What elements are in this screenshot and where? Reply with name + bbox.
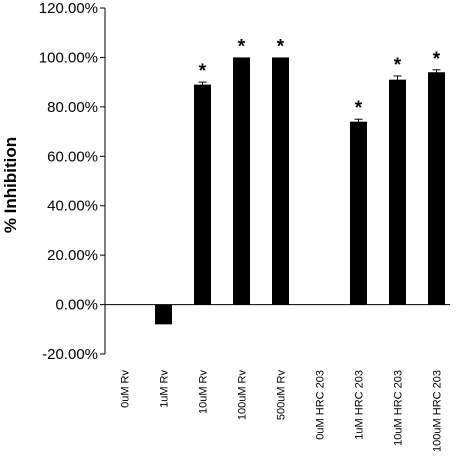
- x-category-label: 100uM HRC 203: [432, 370, 444, 452]
- y-tick-label: 80.00%: [47, 99, 98, 116]
- bar: [233, 57, 250, 305]
- x-category-label: 1uM HRC 203: [354, 370, 366, 440]
- bar: [428, 72, 445, 305]
- y-tick-label: 20.00%: [47, 247, 98, 264]
- error-bars: [198, 69, 441, 125]
- significance-star: *: [433, 49, 441, 70]
- bar: [194, 84, 211, 305]
- bar: [389, 79, 406, 305]
- y-tick-label: 60.00%: [47, 148, 98, 165]
- significance-star: *: [394, 55, 402, 76]
- x-axis-labels: 0uM Rv 1uM Rv 10uM Rv 100uM Rv 500uM Rv 0uM H…: [120, 370, 444, 452]
- y-tick-label: 0.00%: [55, 297, 98, 314]
- significance-markers: * * * * * *: [199, 36, 441, 119]
- significance-star: *: [238, 36, 246, 57]
- x-category-label: 500uM Rv: [276, 370, 288, 421]
- y-tick-label: 120.00%: [39, 0, 98, 17]
- x-category-label: 1uM Rv: [159, 370, 171, 408]
- bar: [272, 57, 289, 305]
- x-category-label: 100uM Rv: [237, 370, 249, 421]
- bars: [155, 57, 445, 325]
- significance-star: *: [199, 61, 207, 82]
- y-tick-label: -20.00%: [42, 346, 98, 363]
- x-category-label: 10uM Rv: [198, 370, 210, 415]
- bar: [350, 121, 367, 305]
- y-tick-label: 100.00%: [39, 49, 98, 66]
- bar: [155, 304, 172, 325]
- significance-star: *: [355, 98, 363, 119]
- x-category-label: 0uM Rv: [120, 370, 132, 408]
- x-category-label: 10uM HRC 203: [393, 370, 405, 446]
- y-axis-title: % Inhibition: [1, 137, 20, 233]
- y-tick-label: 40.00%: [47, 198, 98, 215]
- x-category-label: 0uM HRC 203: [315, 370, 327, 440]
- y-axis-ticks: -20.00% 0.00% 20.00% 40.00% 60.00% 80.00% 100.…: [39, 0, 105, 363]
- significance-star: *: [277, 36, 285, 57]
